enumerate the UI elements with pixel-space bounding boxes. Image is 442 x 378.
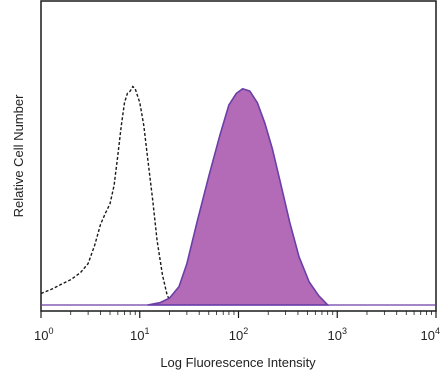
x-axis-label: Log Fluorescence Intensity <box>160 355 316 370</box>
histogram-control-dashed <box>40 85 175 306</box>
x-tick-label: 100 <box>34 326 53 343</box>
x-tick-label: 104 <box>421 326 440 343</box>
x-tick-label: 101 <box>130 326 149 343</box>
y-axis-label: Relative Cell Number <box>11 94 26 217</box>
series-layer <box>40 85 436 306</box>
x-tick-label: 102 <box>229 326 248 343</box>
histogram-stained-filled <box>147 87 330 306</box>
x-tick-label: 103 <box>328 326 347 343</box>
x-axis-ticks: 100 101 102 103 104 <box>34 311 440 343</box>
